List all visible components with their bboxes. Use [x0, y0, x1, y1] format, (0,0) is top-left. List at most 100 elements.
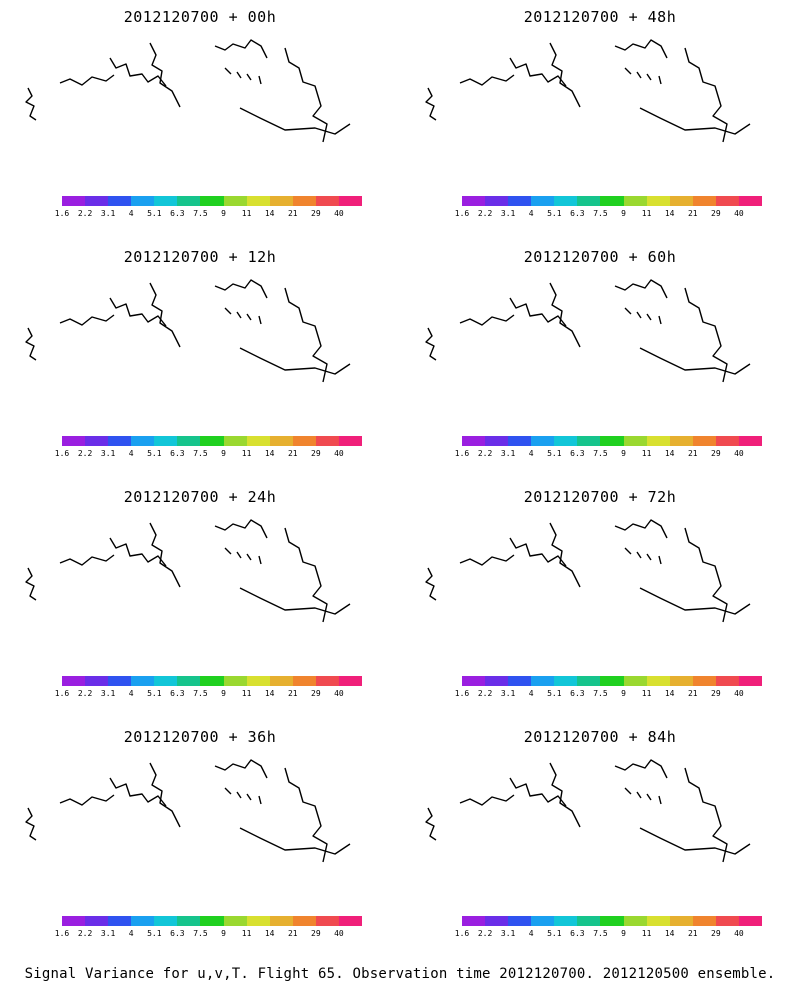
variance-region [75, 778, 275, 898]
colorbar-label: 3.1 [500, 929, 516, 938]
colorbar-labels: 1.6 2.2 3.1 4 5.1 6.3 7.5 9 11 14 21 29 40 [55, 209, 362, 219]
variance-region [141, 110, 169, 130]
colorbar-label: 14 [264, 929, 275, 938]
colorbar-label: 11 [241, 929, 252, 938]
colorbar-label: 40 [734, 209, 744, 218]
colorbar-swatch [85, 196, 109, 206]
polar-stereographic-map [25, 279, 351, 398]
colorbar-label: 5.1 [147, 209, 162, 218]
forecast-panel: 2012120700 + 72h 1.6 2.2 3.1 4 5.1 6.3 7.5 9 11 14… [400, 480, 800, 725]
colorbar-swatch [292, 916, 316, 926]
variance-region [125, 308, 215, 398]
colorbar-swatch [315, 196, 339, 206]
colorbar-label: 7.5 [593, 929, 608, 938]
colorbar-swatch [200, 676, 224, 686]
variance-region [520, 578, 580, 618]
colorbar-label: 40 [334, 209, 344, 218]
colorbar [462, 916, 763, 926]
variance-region [480, 68, 680, 148]
colorbar-swatch [108, 916, 132, 926]
polar-stereographic-map [25, 39, 351, 143]
colorbar-swatch [485, 196, 509, 206]
colorbar-swatch [715, 436, 739, 446]
colorbar-swatch [462, 436, 486, 446]
colorbar-labels: 1.6 2.2 3.1 4 5.1 6.3 7.5 9 11 14 21 29 40 [55, 929, 362, 939]
colorbar-label: 3.1 [500, 689, 516, 698]
colorbar-swatch [62, 436, 86, 446]
colorbar-label: 7.5 [593, 449, 608, 458]
colorbar-label: 6.3 [170, 449, 185, 458]
colorbar-swatch [338, 676, 363, 686]
colorbar-labels: 1.6 2.2 3.1 4 5.1 6.3 7.5 9 11 14 21 29 40 [455, 929, 762, 939]
colorbar-label: 21 [287, 689, 298, 698]
colorbar-swatch [692, 676, 716, 686]
colorbar-swatch [646, 676, 670, 686]
colorbar-swatch [269, 436, 293, 446]
colorbar-label: 6.3 [170, 929, 185, 938]
colorbar-label: 29 [311, 449, 321, 458]
colorbar-label: 7.5 [593, 209, 608, 218]
colorbar-swatch [223, 436, 247, 446]
colorbar-label: 3.1 [100, 689, 116, 698]
colorbar-swatch [315, 436, 339, 446]
colorbar-label: 5.1 [147, 929, 162, 938]
colorbar [462, 436, 763, 446]
colorbar-swatch [338, 196, 363, 206]
colorbar-label: 40 [734, 929, 744, 938]
colorbar-swatch [85, 676, 109, 686]
colorbar-label: 1.6 [54, 209, 70, 218]
colorbar-swatch [554, 436, 578, 446]
colorbar-swatch [269, 676, 293, 686]
colorbar-swatch [669, 196, 693, 206]
colorbar-swatch [154, 676, 178, 686]
variance-region [250, 318, 290, 338]
colorbar-label: 5.1 [547, 449, 562, 458]
colorbar [462, 676, 763, 686]
colorbar-label: 11 [641, 689, 652, 698]
colorbar-label: 1.6 [454, 209, 470, 218]
colorbar-label: 6.3 [570, 929, 585, 938]
colorbar-swatch [154, 916, 178, 926]
forecast-panel: 2012120700 + 00h 1.6 2.2 3.1 4 5.1 6.3 7.5 9 11 14… [0, 0, 400, 245]
colorbar-label: 3.1 [100, 449, 116, 458]
colorbar-swatch [623, 196, 647, 206]
colorbar-swatch [692, 196, 716, 206]
colorbar-label: 14 [664, 449, 675, 458]
colorbar-swatch [85, 436, 109, 446]
colorbar-swatch [177, 196, 201, 206]
colorbar-label: 7.5 [193, 449, 208, 458]
colorbar-label: 29 [711, 929, 721, 938]
colorbar-label: 1.6 [454, 929, 470, 938]
coastlines [25, 39, 351, 143]
colorbar-swatch [669, 436, 693, 446]
colorbar-swatch [623, 676, 647, 686]
variance-region [610, 86, 670, 110]
colorbar-label: 40 [334, 929, 344, 938]
colorbar-swatch [246, 196, 270, 206]
colorbar-swatch [462, 196, 486, 206]
forecast-panel: 2012120700 + 84h 1.6 2.2 3.1 4 5.1 6.3 7.5 9 11 14… [400, 720, 800, 965]
forecast-panel: 2012120700 + 60h 1.6 2.2 3.1 4 5.1 6.3 7.5 9 11 14… [400, 240, 800, 485]
colorbar-label: 9 [621, 689, 626, 698]
colorbar-label: 1.6 [54, 689, 70, 698]
colorbar-label: 40 [734, 449, 744, 458]
colorbar-label: 9 [621, 209, 626, 218]
colorbar-swatch [108, 196, 132, 206]
colorbar-swatch [246, 916, 270, 926]
colorbar-swatch [154, 196, 178, 206]
colorbar-label: 7.5 [193, 689, 208, 698]
coastlines [425, 519, 751, 623]
colorbar-label: 6.3 [170, 209, 185, 218]
variance-region [635, 778, 705, 838]
colorbar-swatch [554, 196, 578, 206]
colorbar-swatch [577, 436, 601, 446]
colorbar-swatch [62, 916, 86, 926]
colorbar-swatch [315, 916, 339, 926]
colorbar [62, 676, 363, 686]
colorbar-label: 11 [641, 209, 652, 218]
colorbar-swatch [508, 196, 532, 206]
colorbar-swatch [623, 916, 647, 926]
colorbar-swatch [554, 676, 578, 686]
variance-region [450, 273, 750, 423]
